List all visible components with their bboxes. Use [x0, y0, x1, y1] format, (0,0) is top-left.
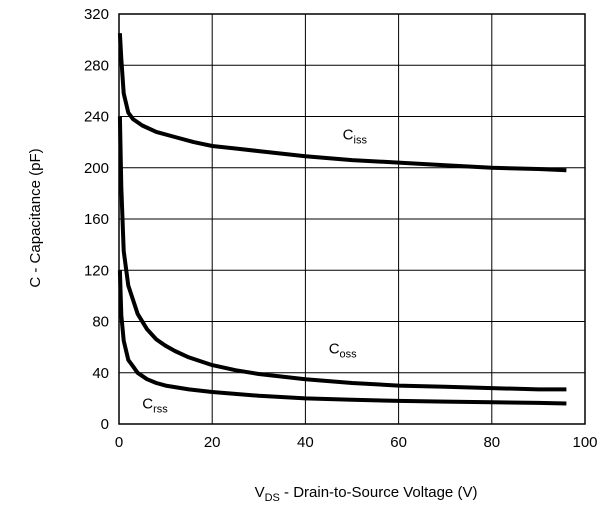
- y-tick-label: 320: [84, 6, 109, 23]
- x-tick-label: 80: [483, 434, 500, 451]
- y-tick-label: 160: [84, 211, 109, 228]
- x-tick-label: 100: [572, 434, 597, 451]
- series-label-oss: Coss: [329, 341, 357, 361]
- y-tick-label: 280: [84, 57, 109, 74]
- series-label-iss: Ciss: [343, 127, 368, 147]
- x-tick-label: 40: [297, 434, 314, 451]
- y-tick-label: 0: [101, 416, 109, 433]
- x-tick-label: 60: [390, 434, 407, 451]
- x-tick-label: 0: [115, 434, 123, 451]
- y-tick-label: 40: [92, 365, 109, 382]
- y-tick-labels: 0 40 80 120 160 200 240 280 320: [84, 6, 109, 433]
- x-tick-label: 20: [204, 434, 221, 451]
- series-label-rss: Crss: [142, 396, 168, 416]
- x-tick-labels: 0 20 40 60 80 100: [115, 434, 598, 451]
- y-axis-title: C - Capacitance (pF): [27, 148, 44, 287]
- series-line-iss: [117, 33, 567, 173]
- y-tick-label: 200: [84, 160, 109, 177]
- plot-frame: [118, 13, 586, 425]
- series-lines: [117, 33, 567, 406]
- series-line-oss: [117, 116, 567, 392]
- y-tick-label: 120: [84, 262, 109, 279]
- series-labels: Ciss Coss Crss: [142, 127, 367, 416]
- y-tick-label: 240: [84, 109, 109, 126]
- y-tick-label: 80: [92, 314, 109, 331]
- x-axis-title: VDS - Drain-to-Source Voltage (V): [255, 484, 478, 504]
- grid: [118, 13, 586, 425]
- series-line-rss: [117, 270, 567, 406]
